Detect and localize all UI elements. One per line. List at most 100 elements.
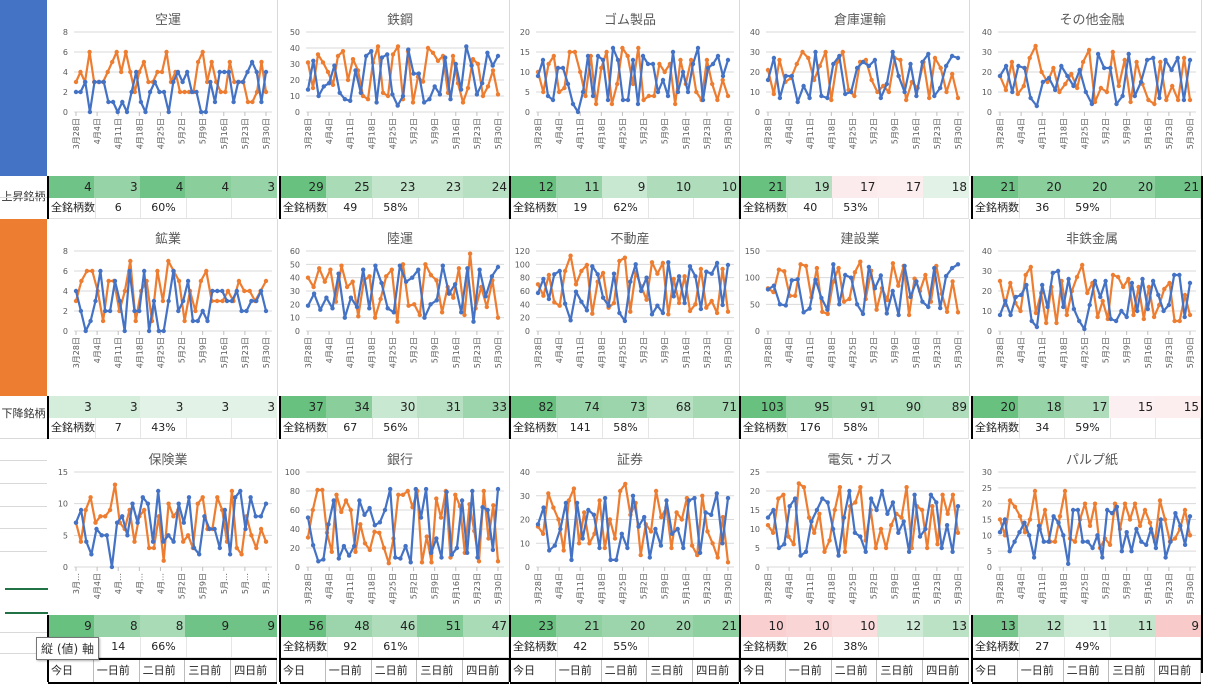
blue-data-point[interactable] (1114, 504, 1120, 509)
blue-data-point[interactable] (872, 286, 878, 291)
empty-cell[interactable] (187, 198, 232, 218)
orange-data-point[interactable] (310, 85, 316, 91)
blue-data-point[interactable] (263, 69, 269, 75)
blue-data-point[interactable] (938, 85, 943, 91)
blue-data-point[interactable] (813, 277, 818, 282)
orange-data-point[interactable] (561, 548, 566, 553)
line-chart[interactable]: パルプ紙 0 5 10 15 20 25 30 3月28日 4月4日 4月11日 4月18日 4月25日… (972, 440, 1202, 615)
orange-data-point[interactable] (381, 545, 387, 551)
blue-data-point[interactable] (670, 49, 676, 55)
up-ratio[interactable]: 56% (373, 418, 419, 438)
total-label[interactable]: 全銘柄数 (280, 198, 329, 218)
empty-cell[interactable] (187, 418, 232, 438)
count-cell[interactable]: 24 (463, 176, 509, 198)
orange-data-point[interactable] (584, 262, 590, 268)
blue-data-point[interactable] (943, 273, 949, 279)
orange-data-point[interactable] (1134, 59, 1139, 65)
blue-data-point[interactable] (195, 318, 200, 324)
blue-data-point[interactable] (789, 73, 794, 79)
total-label[interactable]: 全銘柄数 (740, 418, 789, 438)
blue-data-point[interactable] (906, 549, 912, 554)
day-label-cell[interactable]: 一日前 (1018, 660, 1064, 682)
orange-data-point[interactable] (812, 530, 817, 535)
blue-data-point[interactable] (416, 71, 421, 76)
orange-data-point[interactable] (395, 44, 401, 49)
blue-data-point[interactable] (403, 279, 409, 284)
count-cell[interactable]: 20 (1109, 176, 1156, 198)
day-label-cell[interactable]: 三日前 (1109, 660, 1156, 682)
orange-data-point[interactable] (776, 267, 782, 272)
total-label[interactable]: 全銘柄数 (740, 637, 789, 657)
orange-data-point[interactable] (765, 523, 771, 528)
count-cell[interactable]: 23 (371, 176, 418, 198)
empty-cell[interactable] (694, 198, 740, 218)
orange-data-point[interactable] (540, 531, 546, 536)
blue-data-point[interactable] (403, 543, 408, 549)
orange-data-point[interactable] (546, 272, 552, 278)
orange-data-point[interactable] (535, 282, 541, 287)
orange-data-point[interactable] (611, 300, 617, 306)
blue-data-point[interactable] (608, 557, 613, 563)
blue-data-point[interactable] (453, 61, 458, 67)
total-label[interactable]: 全銘柄数 (972, 418, 1021, 438)
orange-data-point[interactable] (365, 97, 371, 102)
blue-data-point[interactable] (341, 543, 347, 549)
orange-data-point[interactable] (1080, 262, 1085, 268)
orange-data-point[interactable] (344, 284, 350, 290)
count-cell[interactable]: 3 (139, 396, 186, 418)
orange-data-point[interactable] (258, 526, 264, 532)
blue-data-point[interactable] (653, 526, 658, 532)
orange-data-point[interactable] (644, 297, 649, 302)
orange-data-point[interactable] (1086, 47, 1092, 53)
blue-data-point[interactable] (1156, 292, 1161, 298)
orange-data-point[interactable] (73, 79, 79, 85)
day-label-cell[interactable]: 三日前 (877, 660, 924, 682)
orange-data-point[interactable] (858, 259, 863, 264)
orange-data-point[interactable] (599, 65, 604, 71)
blue-data-point[interactable] (207, 526, 212, 532)
orange-data-point[interactable] (128, 69, 133, 75)
orange-data-point[interactable] (209, 59, 214, 65)
orange-data-point[interactable] (659, 514, 664, 520)
up-ratio[interactable]: 60% (141, 198, 187, 218)
orange-data-point[interactable] (345, 77, 351, 83)
total-label[interactable]: 全銘柄数 (740, 198, 789, 218)
blue-data-point[interactable] (1129, 549, 1134, 554)
orange-data-point[interactable] (938, 65, 943, 71)
blue-data-point[interactable] (1100, 555, 1105, 560)
orange-data-point[interactable] (362, 541, 368, 546)
blue-data-point[interactable] (208, 79, 213, 85)
blue-data-point[interactable] (1024, 282, 1029, 288)
blue-data-point[interactable] (145, 501, 151, 506)
blue-data-point[interactable] (1124, 530, 1129, 535)
blue-data-point[interactable] (825, 95, 830, 101)
blue-data-point[interactable] (245, 69, 250, 75)
blue-data-point[interactable] (107, 308, 113, 314)
blue-data-point[interactable] (321, 557, 326, 562)
blue-data-point[interactable] (326, 522, 331, 527)
day-label-cell[interactable]: 二日前 (1064, 660, 1110, 682)
orange-data-point[interactable] (583, 93, 588, 99)
blue-data-point[interactable] (305, 515, 311, 520)
blue-data-point[interactable] (625, 97, 631, 103)
orange-data-point[interactable] (568, 253, 573, 258)
blue-data-point[interactable] (709, 271, 714, 276)
blue-data-point[interactable] (358, 90, 363, 96)
blue-data-point[interactable] (452, 282, 458, 287)
orange-data-point[interactable] (1069, 71, 1074, 77)
orange-data-point[interactable] (305, 275, 311, 280)
orange-data-point[interactable] (841, 299, 847, 304)
blue-data-point[interactable] (560, 65, 566, 71)
count-cell[interactable]: 9 (601, 176, 648, 198)
blue-data-point[interactable] (112, 278, 118, 284)
blue-data-point[interactable] (912, 492, 917, 497)
blue-series-line[interactable] (536, 261, 730, 323)
blue-data-point[interactable] (1161, 308, 1166, 314)
count-cell[interactable]: 25 (325, 176, 372, 198)
orange-data-point[interactable] (242, 288, 247, 294)
blue-data-point[interactable] (1028, 95, 1033, 101)
orange-data-point[interactable] (825, 311, 830, 317)
blue-data-point[interactable] (917, 534, 923, 539)
blue-data-point[interactable] (1175, 55, 1180, 61)
blue-data-point[interactable] (819, 295, 824, 301)
